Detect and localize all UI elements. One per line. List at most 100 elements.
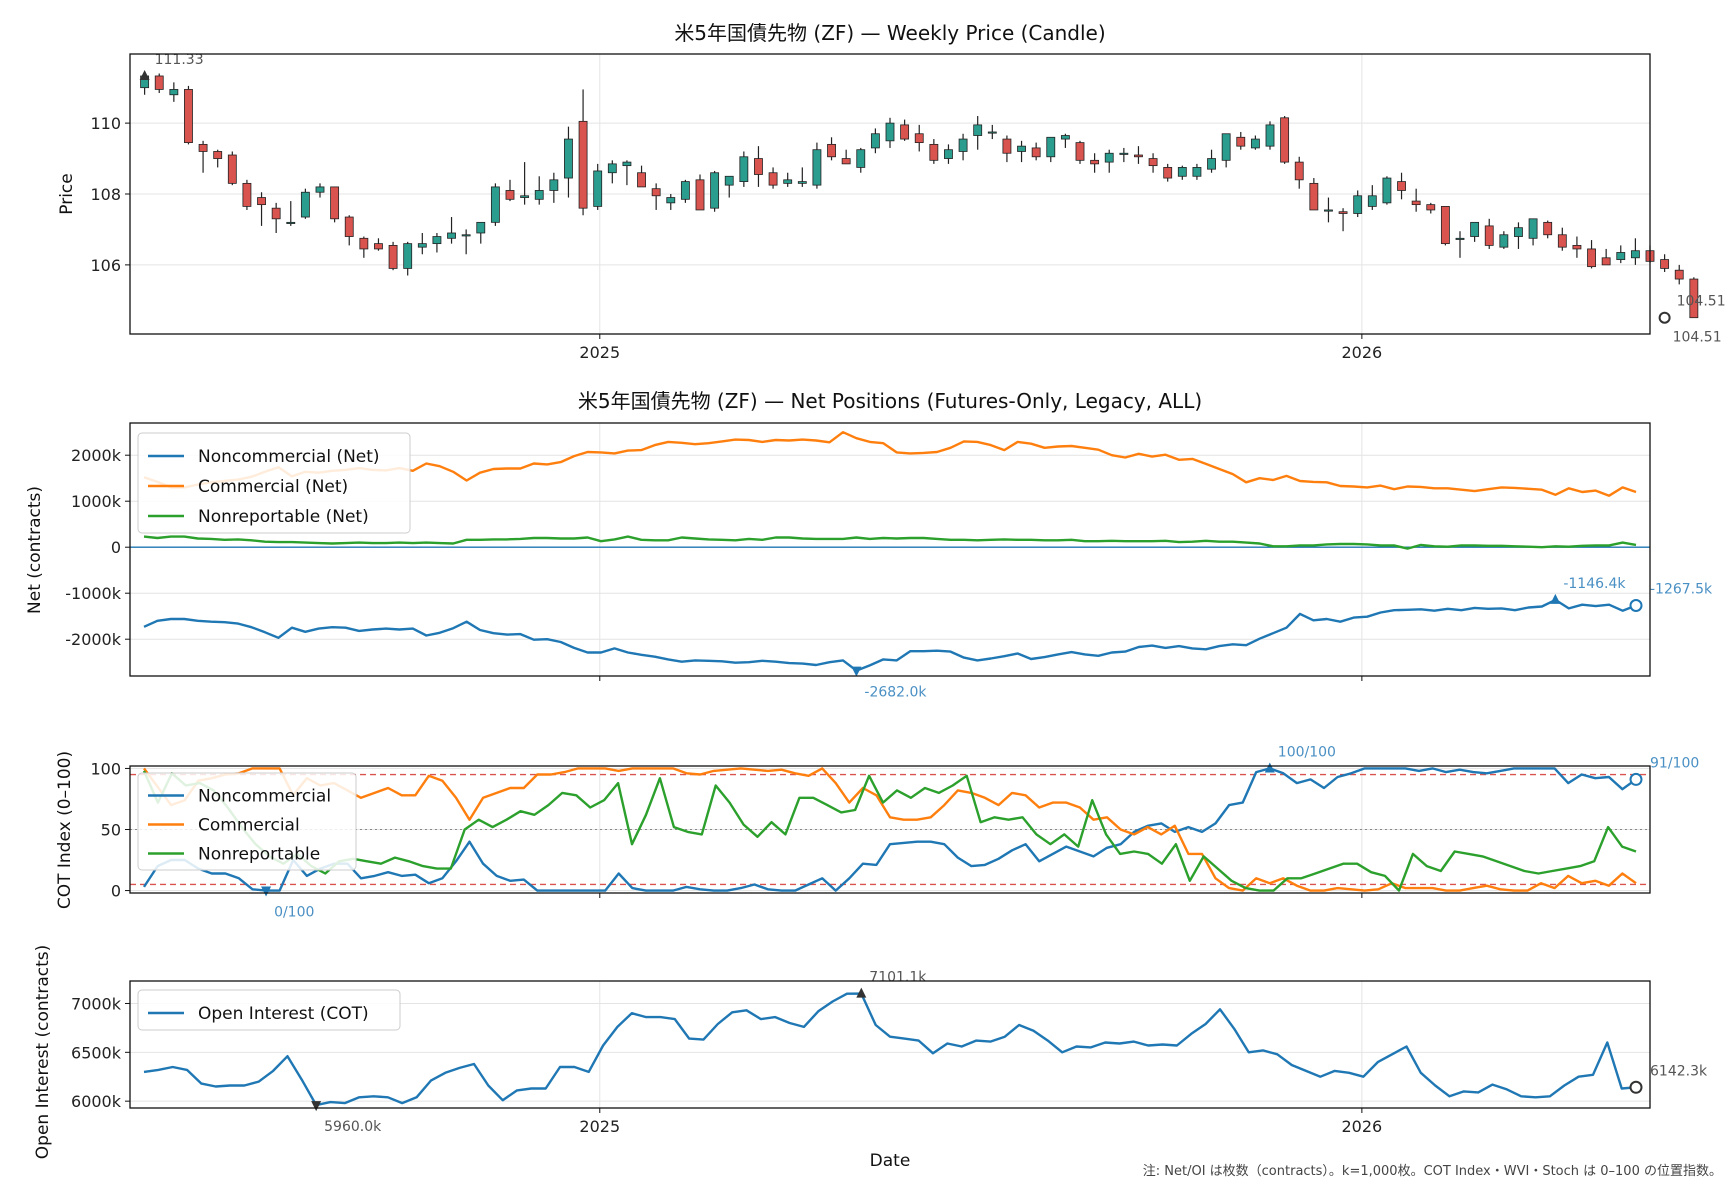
max-label: 7101.1k <box>869 970 927 986</box>
last-label: 104.51 <box>1677 294 1726 310</box>
candle-body <box>1455 237 1465 240</box>
candle-body <box>1280 117 1290 163</box>
candle-body <box>1104 152 1114 163</box>
y-tick-label: 50 <box>101 821 121 840</box>
legend-box <box>137 432 411 534</box>
candle-body <box>1207 158 1216 170</box>
candle-body <box>330 186 340 220</box>
candle-body <box>1236 136 1246 147</box>
last-marker <box>1629 599 1643 613</box>
candle-body <box>564 138 573 179</box>
candle-body <box>300 191 310 218</box>
candle-body <box>1177 167 1187 177</box>
candle-body <box>1572 244 1582 250</box>
candle-body <box>1499 234 1509 248</box>
last-axis-label: 104.51 <box>1673 330 1722 346</box>
candle-body <box>1250 138 1260 149</box>
last-marker <box>1629 772 1643 786</box>
y-tick-label: 108 <box>90 185 121 204</box>
last-label: 91/100 <box>1650 755 1699 771</box>
min-label: -2682.0k <box>864 685 927 701</box>
candle-body <box>622 161 632 167</box>
candle-body <box>403 243 413 269</box>
y-tick-label: 106 <box>90 256 121 275</box>
oi-legend: Open Interest (COT) <box>137 989 401 1031</box>
x-tick-label: 2025 <box>579 1117 620 1136</box>
candle-body <box>870 133 880 149</box>
candle-body <box>1543 221 1553 236</box>
last-label: -1267.5k <box>1650 582 1713 598</box>
price-ylabel: Price <box>57 173 77 214</box>
candle-body <box>768 172 778 186</box>
max-marker <box>856 987 867 998</box>
min-label: 5960.0k <box>324 1119 382 1135</box>
legend-label: Noncommercial (Net) <box>198 447 380 467</box>
candle-body <box>724 175 734 186</box>
candle-body <box>242 182 252 207</box>
candle-body <box>1002 138 1012 154</box>
candle-body <box>1031 147 1041 158</box>
candle-body <box>1294 161 1304 181</box>
candle-body <box>1528 218 1538 239</box>
candle-body <box>213 151 223 159</box>
candle-body <box>651 188 661 197</box>
max-marker <box>139 69 150 80</box>
candle-body <box>315 186 325 193</box>
candle-body <box>1148 158 1158 167</box>
min-marker <box>261 886 272 897</box>
y-tick-label: 0 <box>111 538 121 557</box>
legend-label: Nonreportable <box>198 845 320 865</box>
candle-body <box>1221 133 1231 161</box>
candle-body <box>490 186 500 223</box>
candle-body <box>286 221 296 224</box>
candle-body <box>885 122 895 142</box>
min-marker <box>851 666 862 677</box>
y-tick-label: 6500k <box>71 1043 122 1062</box>
candle-body <box>637 172 646 188</box>
y-tick-label: 6000k <box>71 1092 122 1111</box>
net-ylabel: Net (contracts) <box>25 486 45 614</box>
y-tick-label: 100 <box>90 759 121 778</box>
min-marker <box>311 1101 322 1112</box>
net-legend: Noncommercial (Net) Commercial (Net) Nonre… <box>137 432 411 534</box>
series-line-noncommercial-net <box>143 598 1637 672</box>
candle-body <box>184 89 193 144</box>
candle-body <box>520 195 530 198</box>
y-tick-label: 7000k <box>71 994 122 1013</box>
candle-body <box>1674 269 1684 280</box>
candle-body <box>1046 136 1056 158</box>
candle-body <box>1367 195 1377 207</box>
candle-body <box>1134 154 1143 158</box>
candle-body <box>973 124 983 136</box>
candle-body <box>754 158 763 175</box>
candle-body <box>1660 259 1670 269</box>
candle-body <box>271 207 281 220</box>
candle-body <box>257 197 266 206</box>
oi-ylabel: Open Interest (contracts) <box>33 945 53 1159</box>
candle-body <box>417 243 427 248</box>
last-label: 6142.3k <box>1650 1063 1708 1079</box>
candle-body <box>1265 124 1275 147</box>
candle-body <box>1601 257 1611 266</box>
candle-body <box>739 156 749 182</box>
candle-body <box>929 143 939 161</box>
series-line-nonreportable <box>142 770 1637 892</box>
candle-body <box>1075 142 1085 161</box>
series-line-open-interest-cot <box>143 992 1637 1107</box>
candle-body <box>1090 159 1100 165</box>
candle-body <box>1192 167 1202 177</box>
candle-body <box>1689 278 1699 319</box>
legend-label: Commercial (Net) <box>198 477 348 497</box>
candle-body <box>374 243 383 250</box>
series-line-commercial <box>143 767 1637 892</box>
candle-body <box>169 89 179 96</box>
candle-body <box>593 170 603 207</box>
candle-body <box>388 244 398 269</box>
candle-body <box>447 232 456 239</box>
cot-index-panel: 0/100 100/100 91/100 0 50 100 COT Index (0–1… <box>55 744 1699 920</box>
candle-body <box>812 149 822 186</box>
candle-body <box>505 190 515 200</box>
x-tick-label: 2026 <box>1342 343 1383 362</box>
candle-body <box>1630 250 1640 259</box>
